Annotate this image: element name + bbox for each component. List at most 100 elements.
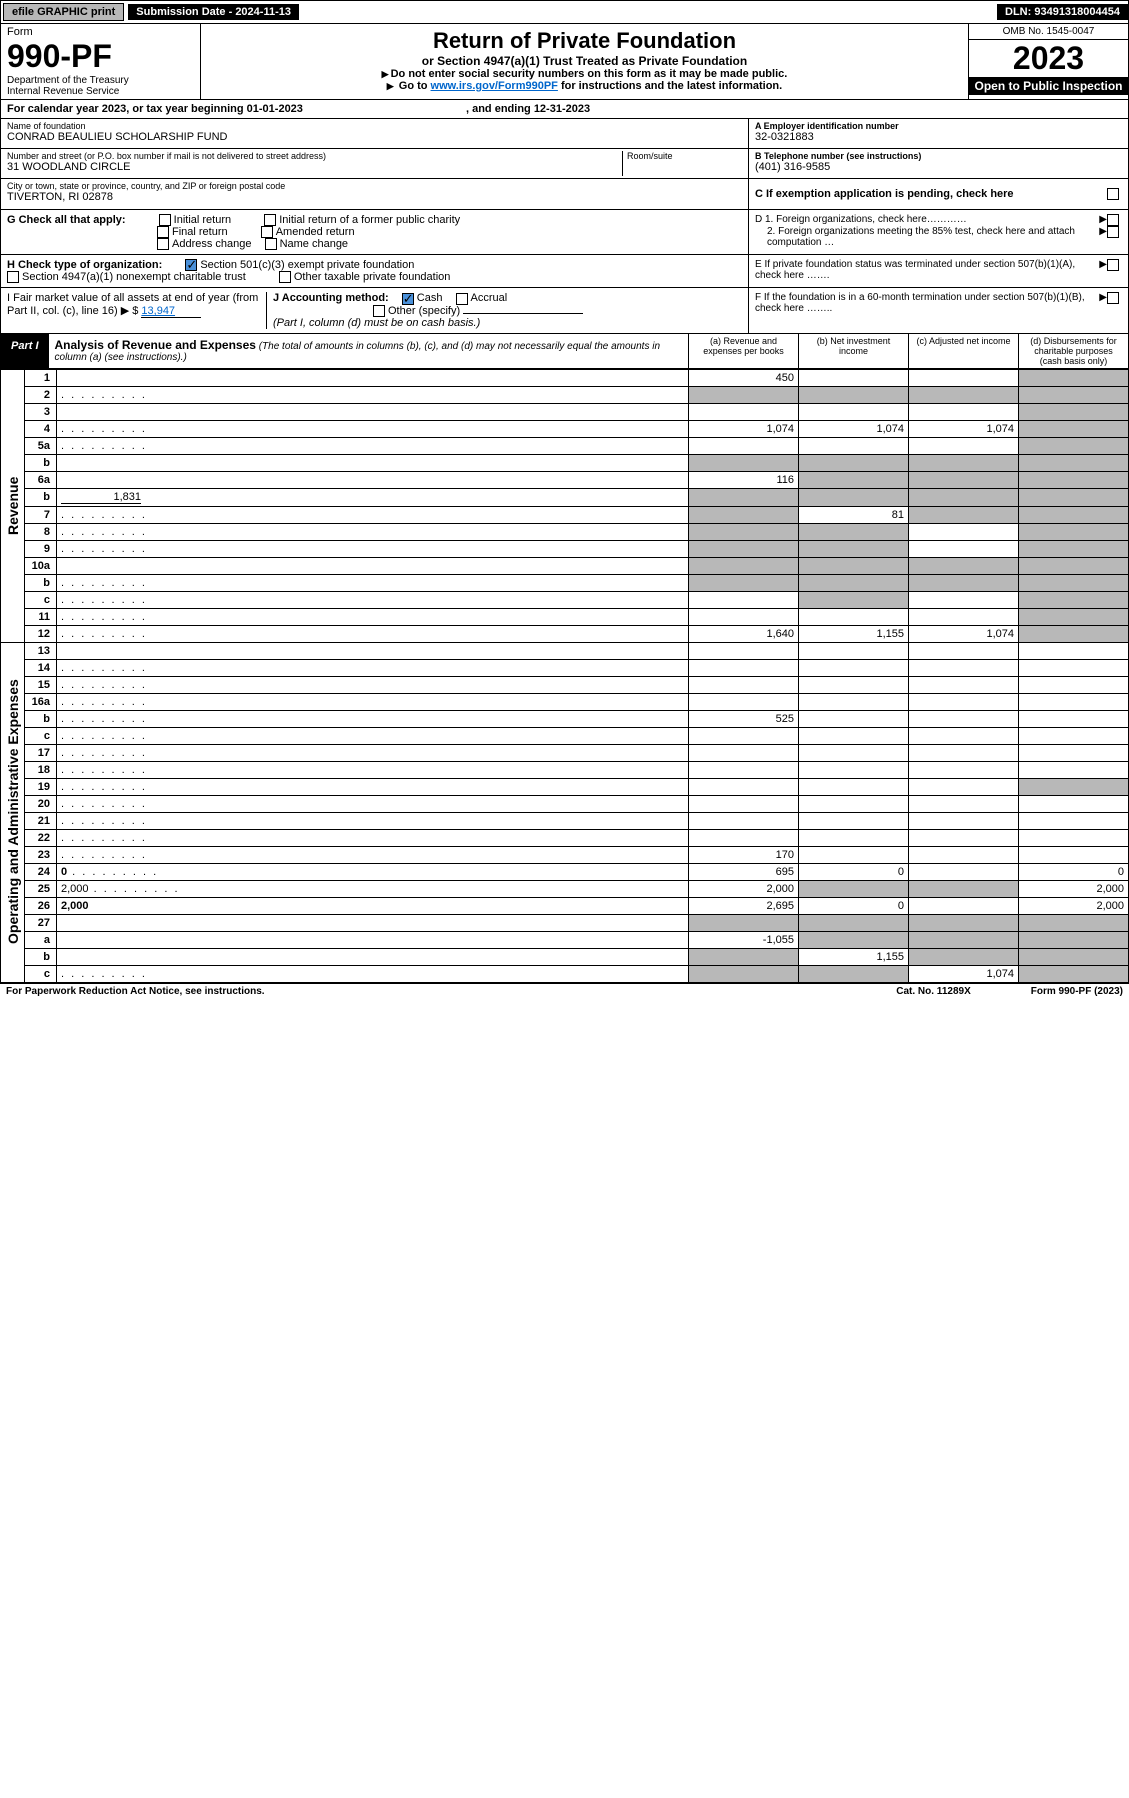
line-description	[57, 829, 689, 846]
line-description	[57, 608, 689, 625]
cell-col-b	[799, 778, 909, 795]
table-row: 9	[1, 540, 1129, 557]
cell-col-b: 0	[799, 863, 909, 880]
j-other-checkbox[interactable]	[373, 305, 385, 317]
cell-col-a	[689, 761, 799, 778]
col-b-header: (b) Net investment income	[798, 334, 908, 368]
cell-col-c	[909, 880, 1019, 897]
table-row: b 1,831	[1, 488, 1129, 506]
cell-col-c	[909, 812, 1019, 829]
cell-col-a: -1,055	[689, 931, 799, 948]
goto-pre: Go to	[399, 80, 431, 92]
cell-col-a	[689, 795, 799, 812]
e-checkbox[interactable]	[1107, 259, 1119, 271]
cell-col-d	[1019, 829, 1129, 846]
cell-col-c	[909, 846, 1019, 863]
cell-col-c	[909, 948, 1019, 965]
phone-label: B Telephone number (see instructions)	[755, 151, 1122, 161]
cell-col-a	[689, 540, 799, 557]
line-number: 8	[25, 523, 57, 540]
table-row: c1,074	[1, 965, 1129, 982]
cell-col-b	[799, 574, 909, 591]
line-number: 25	[25, 880, 57, 897]
address-label: Number and street (or P.O. box number if…	[7, 151, 622, 161]
h-other-checkbox[interactable]	[279, 271, 291, 283]
line-number: c	[25, 727, 57, 744]
phone-row: B Telephone number (see instructions) (4…	[749, 149, 1128, 179]
cell-col-b	[799, 523, 909, 540]
cell-col-a	[689, 659, 799, 676]
cell-col-a	[689, 403, 799, 420]
cell-col-a	[689, 488, 799, 506]
cell-col-d: 2,000	[1019, 880, 1129, 897]
cell-col-c	[909, 676, 1019, 693]
col-a-header: (a) Revenue and expenses per books	[688, 334, 798, 368]
i-fmv-value[interactable]: 13,947	[141, 305, 201, 318]
final-return-checkbox[interactable]	[157, 226, 169, 238]
line-description	[57, 574, 689, 591]
cell-col-d	[1019, 931, 1129, 948]
h-4947-checkbox[interactable]	[7, 271, 19, 283]
table-row: 2	[1, 386, 1129, 403]
d2-checkbox[interactable]	[1107, 226, 1119, 238]
cell-col-b: 1,155	[799, 625, 909, 642]
cell-col-d	[1019, 676, 1129, 693]
cell-col-d	[1019, 625, 1129, 642]
cell-col-b	[799, 846, 909, 863]
line-number: 3	[25, 403, 57, 420]
irs-label: Internal Revenue Service	[7, 86, 194, 97]
c-pending-checkbox[interactable]	[1107, 188, 1119, 200]
line-description	[57, 710, 689, 727]
table-row: 18	[1, 761, 1129, 778]
cell-col-c	[909, 863, 1019, 880]
initial-return-checkbox[interactable]	[159, 214, 171, 226]
line-number: c	[25, 591, 57, 608]
j-cash-checkbox[interactable]	[402, 293, 414, 305]
line-number: 12	[25, 625, 57, 642]
expenses-side-label: Operating and Administrative Expenses	[1, 642, 25, 982]
irs-link[interactable]: www.irs.gov/Form990PF	[431, 80, 558, 92]
line-number: 5a	[25, 437, 57, 454]
line-description	[57, 386, 689, 403]
line-number: b	[25, 454, 57, 471]
cell-col-d	[1019, 557, 1129, 574]
cell-col-a	[689, 812, 799, 829]
cell-col-c	[909, 761, 1019, 778]
part1-column-headers: (a) Revenue and expenses per books (b) N…	[688, 334, 1128, 368]
f-checkbox[interactable]	[1107, 292, 1119, 304]
d1-checkbox[interactable]	[1107, 214, 1119, 226]
j-other-input[interactable]	[463, 313, 583, 314]
cell-col-c	[909, 795, 1019, 812]
cell-col-a	[689, 591, 799, 608]
room-label: Room/suite	[627, 151, 742, 161]
line-description	[57, 523, 689, 540]
cell-col-c: 1,074	[909, 420, 1019, 437]
analysis-table: Revenue14502341,0741,0741,0745ab6a116b 1…	[0, 369, 1129, 983]
cell-col-b	[799, 812, 909, 829]
line-description	[57, 948, 689, 965]
cell-col-a: 170	[689, 846, 799, 863]
address-change-checkbox[interactable]	[157, 238, 169, 250]
line-description	[57, 676, 689, 693]
h-501c3-checkbox[interactable]	[185, 259, 197, 271]
initial-former-checkbox[interactable]	[264, 214, 276, 226]
table-row: 252,0002,0002,000	[1, 880, 1129, 897]
form-note-goto: Go to www.irs.gov/Form990PF for instruct…	[211, 80, 958, 92]
name-change-checkbox[interactable]	[265, 238, 277, 250]
cell-col-a	[689, 727, 799, 744]
cell-col-c	[909, 454, 1019, 471]
cell-col-a	[689, 829, 799, 846]
amended-return-checkbox[interactable]	[261, 226, 273, 238]
efile-print-button[interactable]: efile GRAPHIC print	[3, 3, 124, 21]
line-number: 20	[25, 795, 57, 812]
table-row: 10a	[1, 557, 1129, 574]
j-cash-label: Cash	[417, 292, 443, 304]
ein-row: A Employer identification number 32-0321…	[749, 119, 1128, 149]
cell-col-a	[689, 523, 799, 540]
j-accrual-checkbox[interactable]	[456, 293, 468, 305]
calendar-year-row: For calendar year 2023, or tax year begi…	[0, 100, 1129, 119]
cell-col-a: 1,640	[689, 625, 799, 642]
line-description	[57, 471, 689, 488]
cell-col-d	[1019, 812, 1129, 829]
table-row: 14	[1, 659, 1129, 676]
